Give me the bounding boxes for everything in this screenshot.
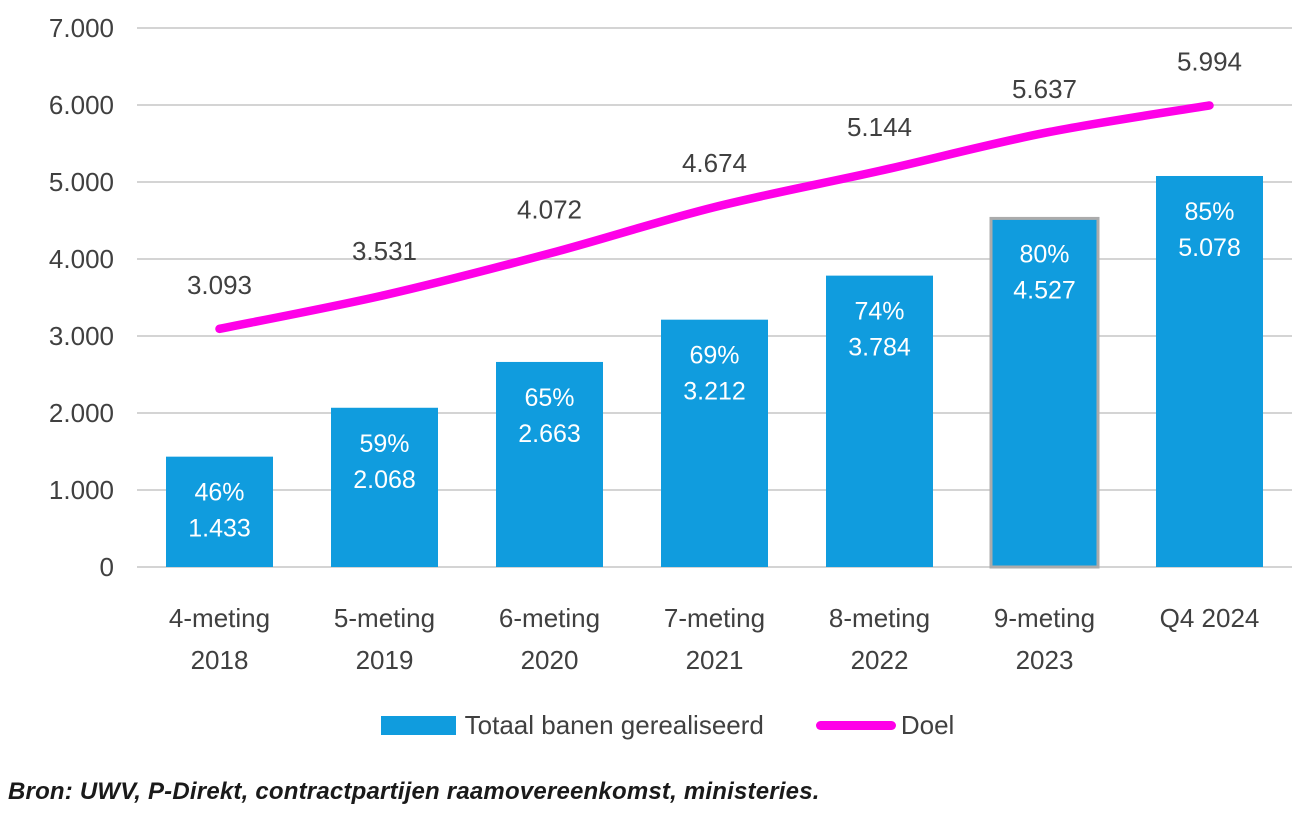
bar-percent-label: 85%: [1184, 198, 1234, 226]
x-axis-category-label: 6-meting: [499, 603, 600, 633]
doel-point-label: 5.144: [847, 112, 912, 142]
y-axis-tick-label: 4.000: [49, 244, 114, 274]
x-axis-category-label: 2018: [191, 645, 249, 675]
x-axis-category-label: 2023: [1016, 645, 1074, 675]
doel-point-label: 3.093: [187, 270, 252, 300]
y-axis-tick-label: 3.000: [49, 321, 114, 351]
bar-value-label: 3.784: [848, 334, 911, 362]
x-axis-category-label: Q4 2024: [1160, 603, 1260, 633]
y-axis-tick-label: 5.000: [49, 167, 114, 197]
chart-canvas: 0 1.000 2.000 3.000 4.000 5.000 6.000 7.000 46% 1…: [49, 13, 1292, 675]
bar-percent-label: 74%: [854, 298, 904, 326]
y-axis-tick-label: 2.000: [49, 398, 114, 428]
bar-value-label: 2.068: [353, 466, 416, 494]
bar-value-label: 3.212: [683, 378, 746, 406]
y-axis-tick-label: 1.000: [49, 475, 114, 505]
y-axis-tick-label: 7.000: [49, 13, 114, 43]
x-axis-category-label: 2019: [356, 645, 414, 675]
doel-point-label: 4.674: [682, 148, 747, 178]
chart-legend: Totaal banen gerealiseerd Doel: [0, 703, 1299, 747]
doel-point-label: 3.531: [352, 236, 417, 266]
bar-totaal-banen-highlighted: [989, 216, 1100, 569]
x-axis-category-label: 9-meting: [994, 603, 1095, 633]
bar-totaal-banen: [826, 275, 933, 567]
bar-totaal-banen: [1156, 175, 1263, 567]
y-axis-tick-label: 6.000: [49, 90, 114, 120]
bar-totaal-banen: [166, 456, 273, 567]
bar-percent-label: 69%: [689, 342, 739, 370]
source-note: Bron: UWV, P-Direkt, contractpartijen ra…: [8, 778, 820, 805]
doel-point-label: 4.072: [517, 194, 582, 224]
legend-item-doel: Doel: [815, 709, 955, 741]
x-axis-category-label: 2022: [851, 645, 909, 675]
bar-value-label: 5.078: [1178, 234, 1241, 262]
legend-line-swatch: [815, 720, 896, 730]
doel-line: [215, 101, 1214, 334]
doel-point-label: 5.994: [1177, 46, 1242, 76]
bar-totaal-banen: [661, 319, 768, 567]
bar-value-label: 2.663: [518, 420, 581, 448]
bar-percent-label: 59%: [359, 430, 409, 458]
legend-bar-swatch: [380, 715, 456, 735]
bar-value-label: 1.433: [188, 515, 251, 543]
doel-point-label: 5.637: [1012, 74, 1077, 104]
x-axis-category-label: 7-meting: [664, 603, 765, 633]
x-axis-category-label: 2020: [521, 645, 579, 675]
legend-label-totaal-banen: Totaal banen gerealiseerd: [464, 709, 764, 740]
bar-value-label: 4.527: [1013, 276, 1076, 304]
bar-totaal-banen: [331, 407, 438, 567]
legend-item-totaal-banen-gerealiseerd: Totaal banen gerealiseerd: [380, 709, 764, 741]
bar-percent-label: 46%: [194, 479, 244, 507]
x-axis-category-label: 4-meting: [169, 603, 270, 633]
x-axis-category-label: 2021: [686, 645, 744, 675]
bar-percent-label: 65%: [524, 384, 574, 412]
y-axis-tick-label: 0: [100, 552, 114, 582]
bar-totaal-banen: [496, 361, 603, 567]
x-axis-category-label: 8-meting: [829, 603, 930, 633]
legend-label-doel: Doel: [900, 709, 955, 740]
x-axis-category-label: 5-meting: [334, 603, 435, 633]
bar-percent-label: 80%: [1019, 240, 1069, 268]
